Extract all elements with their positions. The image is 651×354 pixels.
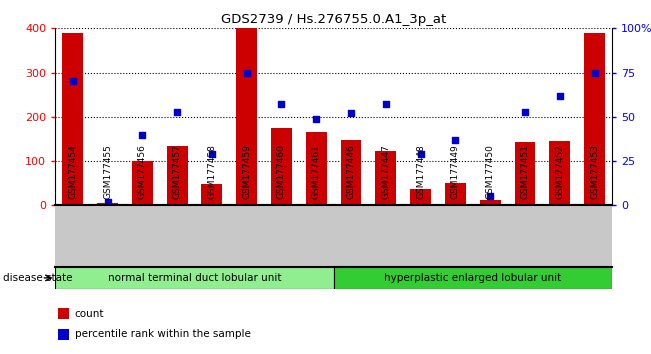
Point	[450, 137, 461, 143]
Point	[68, 79, 78, 84]
Bar	[97, 203, 118, 205]
Text: normal terminal duct lobular unit: normal terminal duct lobular unit	[107, 273, 281, 283]
Bar	[549, 141, 570, 205]
Bar	[340, 140, 361, 205]
Point	[381, 102, 391, 107]
Point	[172, 109, 182, 114]
Bar	[410, 188, 431, 205]
Bar	[132, 161, 153, 205]
Text: percentile rank within the sample: percentile rank within the sample	[75, 329, 251, 339]
Bar	[306, 132, 327, 205]
Point	[555, 93, 565, 98]
Point	[206, 151, 217, 157]
Point	[589, 70, 600, 75]
Point	[415, 151, 426, 157]
Point	[311, 116, 322, 121]
Title: GDS2739 / Hs.276755.0.A1_3p_at: GDS2739 / Hs.276755.0.A1_3p_at	[221, 13, 447, 26]
Point	[485, 194, 495, 199]
Point	[242, 70, 252, 75]
Bar	[376, 152, 396, 205]
Point	[102, 199, 113, 205]
Bar	[62, 33, 83, 205]
Point	[276, 102, 286, 107]
Point	[137, 132, 148, 137]
Text: hyperplastic enlarged lobular unit: hyperplastic enlarged lobular unit	[384, 273, 561, 283]
Bar	[480, 200, 501, 205]
Bar	[445, 183, 466, 205]
Bar	[333, 267, 612, 289]
Point	[519, 109, 530, 114]
Text: disease state: disease state	[3, 273, 73, 283]
Bar	[55, 267, 333, 289]
Point	[346, 110, 356, 116]
Bar	[201, 184, 222, 205]
Bar	[58, 329, 69, 339]
Bar	[58, 308, 69, 319]
Bar	[514, 142, 535, 205]
Bar	[167, 147, 187, 205]
Text: count: count	[75, 309, 104, 319]
Bar	[271, 128, 292, 205]
Bar	[584, 33, 605, 205]
Bar	[236, 28, 257, 205]
